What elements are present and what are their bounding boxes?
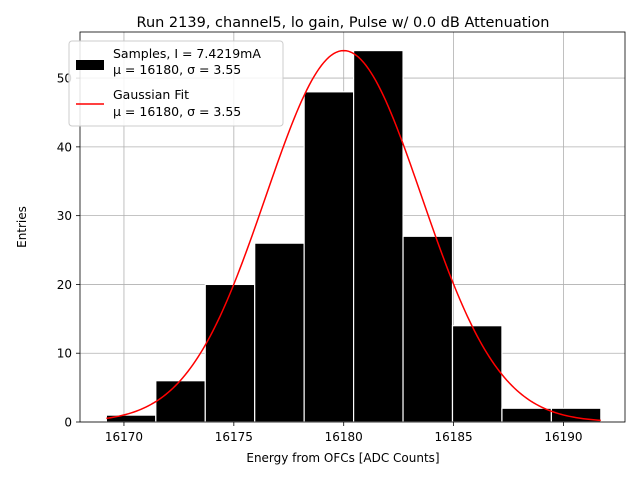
x-axis-label: Energy from OFCs [ADC Counts] [246,451,439,465]
x-tick-label: 16190 [544,430,582,444]
gaussian-fit-curve [106,49,601,422]
histogram-bar [254,242,305,423]
x-tick-label: 16185 [434,430,472,444]
y-tick-label: 50 [57,72,72,86]
histogram-bar [303,91,355,423]
legend-samples-stats: μ = 16180, σ = 3.55 [113,62,241,77]
y-tick-label: 10 [57,347,72,361]
y-tick-label: 0 [64,416,72,430]
histogram-bars [105,49,602,423]
x-tick-label: 16175 [215,430,253,444]
legend-samples-label: Samples, I = 7.4219mA [113,46,261,61]
x-axis-ticks: 16170 16175 16180 16185 16190 [105,422,583,444]
x-tick-label: 16180 [325,430,363,444]
histogram-bar [352,49,404,423]
y-tick-label: 20 [57,278,72,292]
histogram-bar [204,283,256,423]
plot-frame [79,31,626,423]
y-axis-ticks: 0 10 20 30 40 50 [57,72,80,430]
legend-samples-swatch [76,60,104,70]
legend-box [68,40,284,127]
histogram-bar [501,407,552,423]
y-axis-label: Entries [15,206,29,248]
histogram-bar [451,325,503,423]
histogram-bar [155,380,206,423]
legend: Samples, I = 7.4219mA μ = 16180, σ = 3.5… [68,40,284,127]
y-tick-label: 30 [57,209,72,223]
x-tick-label: 16170 [105,430,143,444]
legend-fit-label: Gaussian Fit [113,87,189,102]
chart-title: Run 2139, channel5, lo gain, Pulse w/ 0.… [137,15,550,31]
y-tick-label: 40 [57,140,72,154]
histogram-bar [105,414,157,423]
legend-fit-stats: μ = 16180, σ = 3.55 [113,104,241,119]
